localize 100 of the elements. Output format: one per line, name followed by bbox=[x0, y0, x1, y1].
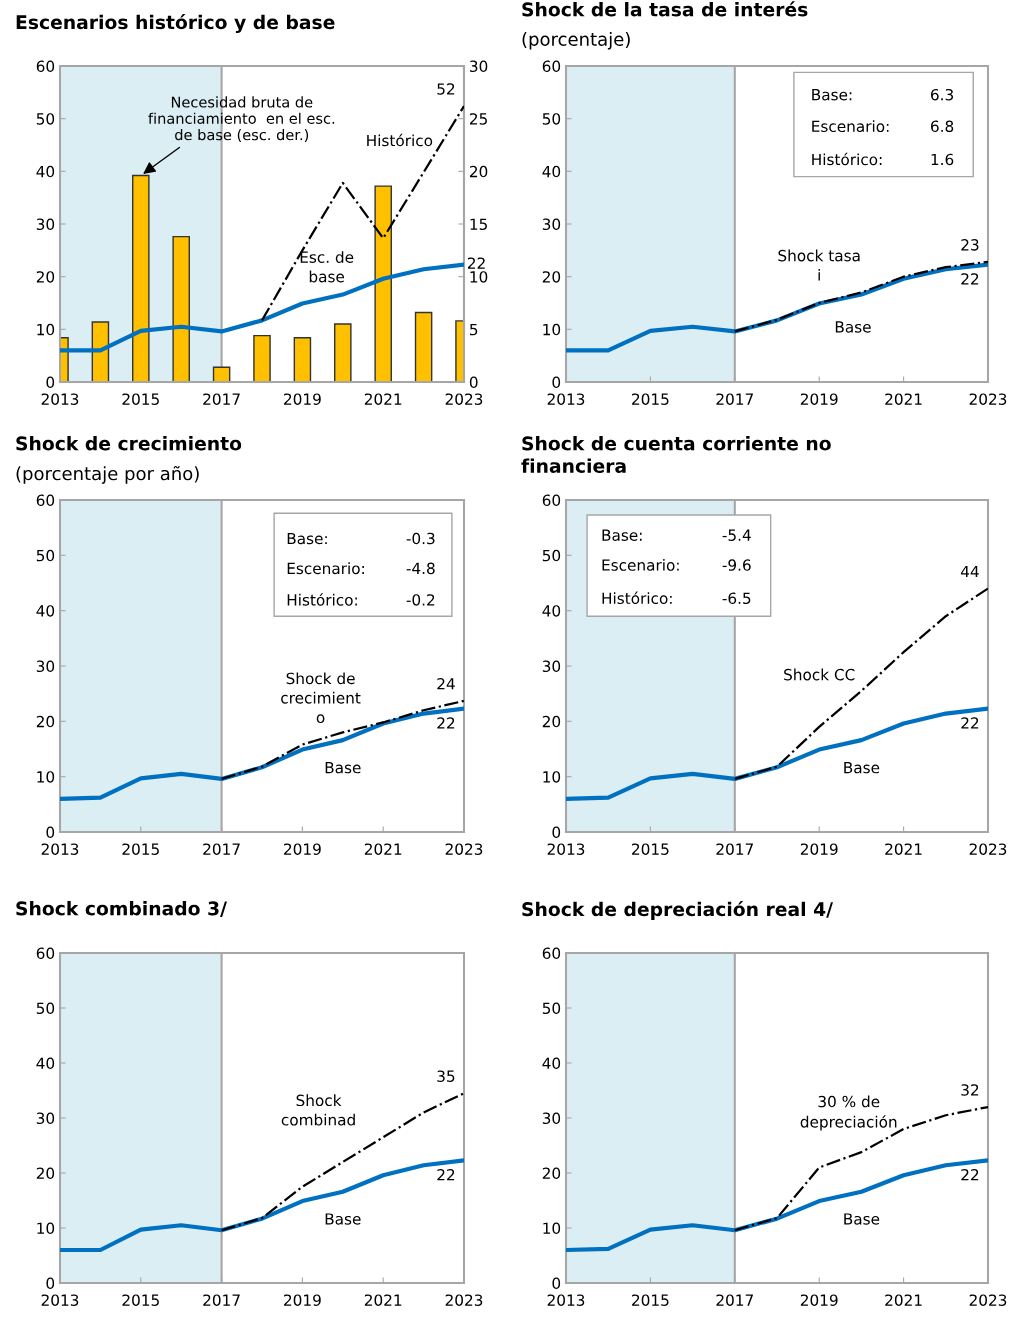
bar bbox=[253, 334, 271, 382]
data-label: 22 bbox=[961, 273, 979, 285]
y-tick-label: 40 bbox=[36, 165, 55, 178]
chart-title: Shock combinado 3/ bbox=[16, 901, 227, 917]
x-tick-label: 2021 bbox=[885, 393, 922, 405]
line-series bbox=[566, 1158, 988, 1253]
y2-tick-label: 0 bbox=[469, 376, 478, 389]
y-tick-label: 10 bbox=[543, 771, 561, 783]
annotation: -0.2 bbox=[406, 594, 435, 606]
y2-tick-label: 10 bbox=[470, 271, 488, 283]
y-tick-label: 30 bbox=[542, 1112, 561, 1125]
annotation: Base: bbox=[602, 529, 642, 541]
x-tick-label: 2023 bbox=[969, 843, 1007, 855]
x-tick-label: 2017 bbox=[203, 843, 240, 855]
x-tick-label: 2019 bbox=[800, 1294, 838, 1306]
x-tick-label: 2015 bbox=[122, 843, 159, 855]
y-tick-label: 50 bbox=[36, 549, 55, 562]
y2-tick-label: 25 bbox=[469, 113, 487, 125]
y2-tick-label: 15 bbox=[470, 218, 487, 231]
x-tick-label: 2017 bbox=[716, 1294, 753, 1306]
y-tick-label: 60 bbox=[542, 60, 561, 73]
y-tick-label: 0 bbox=[46, 826, 55, 839]
annotation: Shock combinad bbox=[281, 1094, 355, 1126]
y-tick-label: 20 bbox=[542, 1167, 561, 1180]
y-tick-label: 30 bbox=[542, 218, 561, 231]
y-tick-label: 20 bbox=[36, 1167, 55, 1180]
x-tick-label: 2019 bbox=[284, 393, 321, 405]
annotation: Histórico: bbox=[287, 593, 357, 606]
x-tick-label: 2015 bbox=[122, 1294, 159, 1306]
y-tick-label: 50 bbox=[542, 113, 561, 125]
x-tick-label: 2021 bbox=[364, 393, 402, 405]
x-tick-label: 2013 bbox=[41, 1294, 79, 1306]
annotation: Base: bbox=[287, 532, 327, 545]
data-label: 22 bbox=[961, 717, 979, 729]
x-tick-label: 2021 bbox=[885, 843, 922, 855]
y-tick-label: 10 bbox=[543, 323, 561, 336]
y-tick-label: 40 bbox=[36, 605, 55, 617]
chart-title: Shock de depreciación real 4/ bbox=[522, 901, 833, 920]
data-label: 35 bbox=[437, 1070, 455, 1082]
annotation: Esc. de base bbox=[300, 251, 354, 283]
chart-title: Shock de cuenta corriente no financiera bbox=[521, 436, 831, 473]
y-tick-label: 40 bbox=[542, 1057, 561, 1070]
bar bbox=[132, 174, 150, 382]
y-tick-label: 60 bbox=[36, 60, 55, 73]
x-tick-label: 2013 bbox=[547, 843, 585, 855]
y-tick-label: 0 bbox=[46, 1277, 55, 1290]
data-label: 44 bbox=[960, 565, 979, 578]
annotation: 1.6 bbox=[931, 153, 954, 166]
annotation: Escenario: bbox=[812, 120, 889, 133]
annotation: Escenario: bbox=[287, 562, 364, 575]
annotation: 30 % de depreciación bbox=[800, 1095, 897, 1131]
y-tick-label: 50 bbox=[542, 1002, 561, 1015]
x-tick-label: 2019 bbox=[800, 393, 838, 405]
x-tick-label: 2017 bbox=[203, 393, 240, 405]
bar bbox=[414, 311, 433, 382]
y-tick-label: 60 bbox=[36, 494, 55, 507]
annotation: Shock de crecimient o bbox=[281, 672, 361, 724]
y-tick-label: 10 bbox=[37, 323, 55, 336]
bar bbox=[334, 323, 352, 382]
x-tick-label: 2023 bbox=[445, 843, 483, 855]
x-tick-label: 2023 bbox=[445, 1294, 483, 1306]
annotation: -5.4 bbox=[722, 529, 751, 541]
line-series bbox=[733, 260, 988, 333]
x-tick-label: 2023 bbox=[969, 1294, 1007, 1306]
y-tick-label: 50 bbox=[36, 113, 55, 125]
y-tick-label: 30 bbox=[36, 660, 55, 673]
data-label: 32 bbox=[961, 1084, 979, 1096]
bar bbox=[172, 235, 190, 382]
y-tick-label: 10 bbox=[37, 1222, 55, 1235]
y-tick-label: 10 bbox=[37, 771, 55, 783]
y-tick-label: 60 bbox=[36, 947, 55, 960]
x-tick-label: 2015 bbox=[632, 1294, 669, 1306]
line-series bbox=[60, 1158, 464, 1253]
data-label: 22 bbox=[437, 717, 455, 729]
annotation: Base bbox=[844, 1213, 880, 1225]
line-series bbox=[60, 262, 464, 353]
bar bbox=[293, 337, 312, 382]
annotation: Histórico: bbox=[602, 591, 672, 605]
x-tick-label: 2015 bbox=[122, 393, 159, 405]
annotation: Necesidad bruta de financiamiento en el esc. de base (esc. der.) bbox=[148, 96, 335, 142]
x-tick-label: 2021 bbox=[364, 1294, 402, 1306]
y-tick-label: 60 bbox=[542, 494, 561, 507]
chart-subtitle: (porcentaje) bbox=[522, 32, 630, 50]
y-tick-label: 10 bbox=[543, 1222, 561, 1235]
annotation: Histórico: bbox=[812, 152, 882, 166]
data-label: 22 bbox=[961, 1168, 979, 1181]
bar bbox=[374, 185, 392, 382]
y-tick-label: 60 bbox=[542, 947, 561, 960]
annotation: Histórico bbox=[367, 133, 433, 147]
data-label: 23 bbox=[961, 239, 979, 251]
y-tick-label: 50 bbox=[36, 1002, 55, 1015]
x-tick-label: 2017 bbox=[716, 393, 753, 405]
y2-tick-label: 20 bbox=[469, 165, 488, 178]
x-tick-label: 2019 bbox=[800, 843, 838, 855]
annotation: 6.8 bbox=[931, 120, 954, 133]
x-tick-label: 2015 bbox=[632, 393, 669, 405]
y-tick-label: 50 bbox=[542, 549, 561, 562]
y-tick-label: 0 bbox=[552, 1277, 561, 1290]
x-tick-label: 2015 bbox=[632, 843, 669, 855]
annotation: 6.3 bbox=[931, 88, 954, 101]
